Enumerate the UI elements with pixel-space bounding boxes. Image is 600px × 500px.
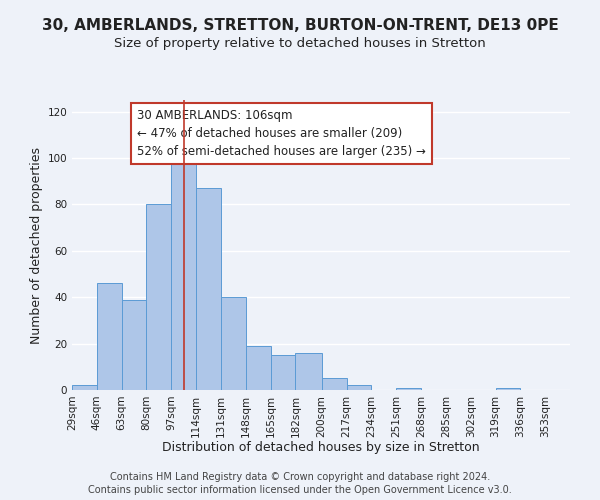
Text: 30 AMBERLANDS: 106sqm
← 47% of detached houses are smaller (209)
52% of semi-det: 30 AMBERLANDS: 106sqm ← 47% of detached …	[137, 108, 425, 158]
Y-axis label: Number of detached properties: Number of detached properties	[30, 146, 43, 344]
Bar	[271, 355, 295, 390]
Bar	[496, 388, 520, 390]
Bar	[396, 388, 421, 390]
Bar	[146, 204, 172, 390]
Bar	[347, 386, 371, 390]
Bar	[97, 284, 122, 390]
Bar	[72, 386, 97, 390]
Bar	[322, 378, 347, 390]
Text: Contains public sector information licensed under the Open Government Licence v3: Contains public sector information licen…	[88, 485, 512, 495]
Text: 30, AMBERLANDS, STRETTON, BURTON-ON-TRENT, DE13 0PE: 30, AMBERLANDS, STRETTON, BURTON-ON-TREN…	[41, 18, 559, 32]
Text: Contains HM Land Registry data © Crown copyright and database right 2024.: Contains HM Land Registry data © Crown c…	[110, 472, 490, 482]
Bar	[172, 158, 196, 390]
Bar	[122, 300, 146, 390]
Bar	[196, 188, 221, 390]
Bar	[221, 297, 246, 390]
X-axis label: Distribution of detached houses by size in Stretton: Distribution of detached houses by size …	[162, 441, 480, 454]
Bar	[246, 346, 271, 390]
Bar	[295, 353, 322, 390]
Text: Size of property relative to detached houses in Stretton: Size of property relative to detached ho…	[114, 38, 486, 51]
